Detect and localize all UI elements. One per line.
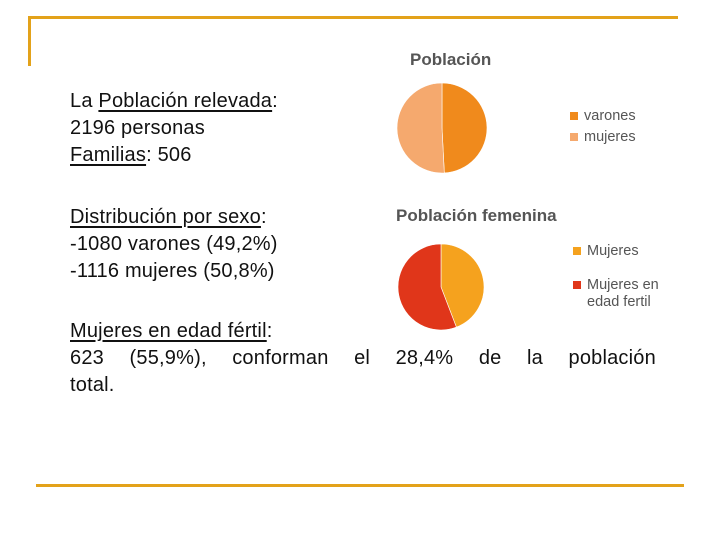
population-label-underlined: Población relevada	[98, 90, 273, 112]
population-text: La Población relevada: 2196 personas Fam…	[70, 88, 278, 169]
population-line: La Población relevada:	[70, 88, 278, 115]
sex-distribution-text: Distribución por sexo: -1080 varones (49…	[70, 204, 278, 285]
legend-label: varones	[584, 108, 636, 124]
frame-top-line	[28, 16, 678, 19]
legend-swatch	[573, 247, 581, 255]
legend-swatch	[570, 112, 578, 120]
sentence-word: de	[478, 347, 502, 369]
population-pie-chart: Población varones mujeres	[380, 42, 680, 192]
population-pie-svg	[396, 82, 488, 174]
fertile-women-title: Mujeres en edad fértil:	[70, 318, 660, 345]
sentence-word: población	[568, 347, 656, 369]
legend-swatch	[573, 281, 581, 289]
legend-label: Mujeres en edad fertil	[587, 277, 659, 310]
males-line: -1080 varones (49,2%)	[70, 233, 278, 255]
pie-slice-mujeres	[440, 243, 485, 328]
legend-label: mujeres	[584, 129, 636, 145]
frame-bottom-line	[36, 484, 684, 487]
fertile-women-label: Mujeres en edad fértil	[70, 320, 267, 342]
persons-line: 2196 personas	[70, 117, 205, 139]
families-label: Familias	[70, 144, 147, 166]
legend-item-mujeres: Mujeres	[573, 243, 688, 260]
legend-label: Mujeres	[587, 243, 639, 259]
population-label: La Población relevada	[70, 90, 273, 112]
sentence-word: (55,9%),	[129, 347, 207, 369]
population-colon: :	[272, 90, 278, 112]
pie-slice-mujeres	[396, 82, 445, 174]
females-line: -1116 mujeres (50,8%)	[70, 260, 275, 282]
fertile-women-colon: :	[266, 320, 273, 342]
fertile-women-text: Mujeres en edad fértil: 623 (55,9%), confo…	[70, 318, 660, 399]
population-chart-title: Población	[410, 50, 492, 69]
sentence-word: 28,4%	[395, 347, 454, 369]
fertile-women-sentence-end: total.	[70, 374, 115, 396]
families-line: Familias: 506	[70, 142, 278, 169]
female-population-chart-title: Población femenina	[396, 206, 557, 225]
sentence-word: la	[527, 347, 543, 369]
female-population-pie-svg	[397, 243, 485, 331]
legend-item-mujeres: mujeres	[570, 129, 636, 146]
sentence-word: conforman	[232, 347, 329, 369]
legend-item-varones: varones	[570, 108, 636, 125]
sentence-word: 623	[70, 347, 104, 369]
fertile-women-sentence: 623 (55,9%), conforman el 28,4% de la población	[70, 345, 656, 372]
female-population-legend: Mujeres Mujeres en edad fertil	[573, 243, 688, 315]
legend-swatch	[570, 133, 578, 141]
sex-distribution-colon: :	[260, 206, 267, 228]
legend-item-mujeres-fertil: Mujeres en edad fertil	[573, 277, 688, 311]
sex-distribution-label: Distribución por sexo	[70, 206, 261, 228]
families-value: : 506	[146, 144, 192, 166]
pie-slice-varones	[441, 82, 488, 174]
female-population-pie-chart: Población femenina Mujeres Mujeres en eda…	[380, 200, 690, 340]
sex-distribution-title: Distribución por sexo:	[70, 204, 278, 231]
population-legend: varones mujeres	[570, 108, 636, 150]
pie-slice-mujeres-fertil	[397, 243, 457, 331]
frame-left-line	[28, 16, 31, 66]
sentence-word: el	[354, 347, 371, 369]
